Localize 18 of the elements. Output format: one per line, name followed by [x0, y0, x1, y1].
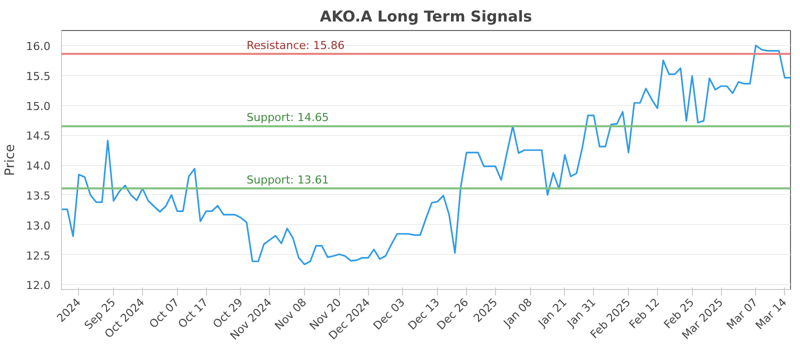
x-tick-label: Nov 08 — [272, 296, 310, 333]
x-tick-label: Jan 08 — [500, 296, 535, 330]
ref-line-label: Support: 13.61 — [246, 173, 329, 186]
y-tick-label: 14.0 — [26, 160, 51, 173]
y-tick-label: 16.0 — [26, 40, 51, 53]
ref-line-label: Resistance: 15.86 — [246, 38, 345, 52]
y-tick-label: 15.0 — [26, 100, 51, 113]
x-tick-label: Oct 17 — [176, 296, 211, 331]
chart-title: AKO.A Long Term Signals — [320, 8, 532, 26]
y-tick-label: 15.5 — [26, 70, 51, 83]
y-tick-label: 12.0 — [26, 279, 51, 292]
y-tick-label: 13.5 — [26, 189, 51, 202]
y-tick-label: 13.0 — [26, 219, 51, 232]
y-tick-label: 14.5 — [26, 130, 51, 143]
x-tick-label: Dec 03 — [370, 296, 408, 333]
ref-line-label: Support: 14.65 — [246, 111, 329, 124]
y-axis-title: Price — [3, 144, 18, 176]
y-tick-label: 12.5 — [26, 249, 51, 262]
